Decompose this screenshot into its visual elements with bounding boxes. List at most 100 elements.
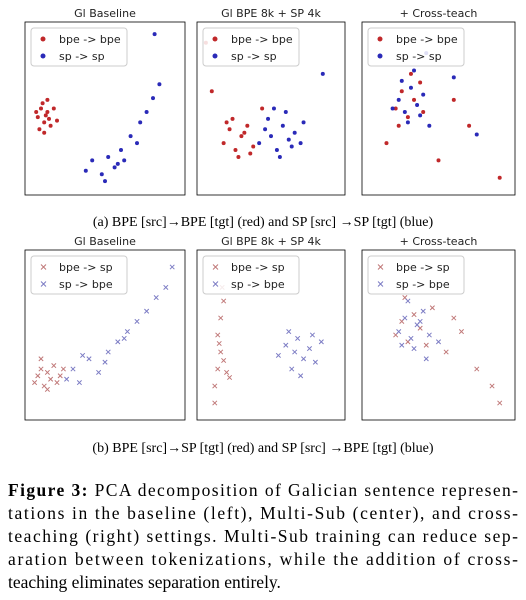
scatter-point <box>277 154 282 159</box>
scatter-point <box>102 359 108 365</box>
panel-title: + Cross-teach <box>400 7 478 20</box>
legend-label: sp -> bpe <box>396 278 450 291</box>
scatter-point <box>34 109 39 114</box>
panel: Gl Baseline bpe -> sp sp -> bpe <box>24 235 186 421</box>
scatter-point <box>275 352 281 358</box>
scatter-point <box>54 380 60 386</box>
scatter-point <box>221 357 227 364</box>
figure-caption-line: tations in the baseline (left), Multi-Su… <box>8 503 518 523</box>
scatter-point <box>289 144 294 149</box>
legend-marker <box>212 36 218 42</box>
scatter-point <box>218 349 224 355</box>
scatter-point <box>96 369 102 375</box>
scatter-point <box>420 308 426 314</box>
panel: + Cross-teach bpe -> bpe sp -> sp <box>361 7 516 196</box>
scatter-point <box>221 298 227 304</box>
scatter-point <box>169 264 175 270</box>
scatter-point <box>318 339 324 345</box>
scatter-point <box>443 349 449 355</box>
scatter-point <box>411 346 417 352</box>
plot-frame <box>24 21 186 196</box>
scatter-point <box>48 123 53 128</box>
plot-frame <box>361 21 516 196</box>
scatter-point <box>458 329 465 335</box>
scatter-point <box>306 346 313 352</box>
scatter-point <box>105 349 111 355</box>
legend-label: bpe -> bpe <box>231 33 293 46</box>
scatter-point <box>260 106 265 111</box>
scatter-point <box>32 380 38 386</box>
scatter-point <box>83 168 88 173</box>
scatter-point <box>292 130 297 135</box>
plot-frame <box>196 249 346 421</box>
scatter-point <box>390 106 395 111</box>
figure-caption-line: aration between tokenizations, while the… <box>8 549 518 569</box>
scatter-point <box>269 134 273 139</box>
scatter-point <box>274 148 279 153</box>
scatter-point <box>37 127 42 132</box>
legend-label: sp -> sp <box>396 50 442 63</box>
scatter-point <box>412 97 417 102</box>
legend-box <box>30 255 128 295</box>
scatter-point <box>124 329 130 335</box>
scatter-point <box>405 115 410 120</box>
legend-box <box>30 27 128 67</box>
legend-label: bpe -> bpe <box>396 33 458 46</box>
scatter-point <box>45 97 50 102</box>
scatter-point <box>245 123 250 128</box>
legend-label: sp -> bpe <box>231 278 285 291</box>
scatter-point <box>51 363 57 369</box>
subcaption: (b) BPE [src]→SP [tgt] (red) and SP [src… <box>92 441 433 456</box>
scatter-point <box>286 137 291 142</box>
scatter-point <box>134 318 140 324</box>
scatter-point <box>474 132 479 137</box>
scatter-point <box>47 116 51 121</box>
scatter-point <box>396 329 402 335</box>
scatter-point <box>251 144 256 149</box>
scatter-point <box>399 342 405 348</box>
scatter-point <box>393 106 398 111</box>
scatter-point <box>55 118 59 123</box>
scatter-point <box>163 284 169 290</box>
scatter-point <box>115 339 121 345</box>
scatter-point <box>242 130 247 135</box>
scatter-point <box>38 356 44 362</box>
scatter-point <box>215 332 221 338</box>
scatter-point <box>51 106 56 111</box>
scatter-point <box>43 113 48 118</box>
scatter-point <box>257 141 262 146</box>
scatter-point <box>266 116 271 121</box>
legend-box <box>202 255 300 295</box>
legend-marker <box>377 264 384 270</box>
legend-label: sp -> bpe <box>59 278 113 291</box>
legend-marker <box>40 264 47 270</box>
scatter-point <box>76 380 82 386</box>
scatter-point <box>119 148 123 153</box>
scatter-point <box>408 335 414 341</box>
scatter-point <box>283 342 289 348</box>
scatter-point <box>423 356 429 362</box>
scatter-point <box>451 75 456 80</box>
scatter-point <box>39 106 43 111</box>
plot-frame <box>361 249 516 421</box>
figure-caption-line: Figure 3: PCA decomposition of Galician … <box>8 480 518 500</box>
scatter-point <box>144 308 150 314</box>
scatter-point <box>212 400 218 406</box>
legend-box <box>367 255 465 295</box>
legend-marker <box>212 281 219 287</box>
panel-title: + Cross-teach <box>400 235 478 248</box>
scatter-point <box>209 89 214 94</box>
scatter-point <box>128 134 133 139</box>
scatter-point <box>263 127 268 132</box>
scatter-point <box>157 82 162 87</box>
scatter-point <box>408 85 413 90</box>
scatter-point <box>402 109 407 114</box>
scatter-point <box>227 374 233 381</box>
scatter-point <box>86 356 92 362</box>
panel: Gl BPE 8k + SP 4k bpe -> sp sp -> bpe <box>196 235 346 421</box>
scatter-point <box>42 120 47 125</box>
scatter-point <box>309 332 315 338</box>
scatter-point <box>435 339 442 345</box>
scatter-point <box>212 383 218 389</box>
